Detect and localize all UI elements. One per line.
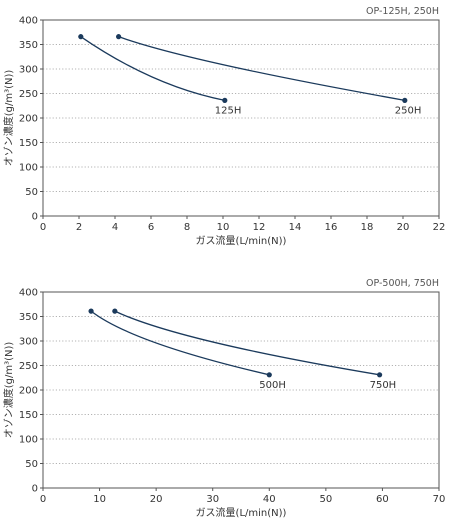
- y-tick-label: 300: [19, 337, 38, 348]
- y-tick-label: 150: [19, 138, 38, 149]
- x-tick-label: 12: [253, 222, 266, 233]
- chart-title: OP-125H, 250H: [366, 6, 439, 17]
- data-point-750H-start: [112, 308, 118, 314]
- y-tick-label: 200: [19, 386, 38, 397]
- y-tick-label: 50: [25, 459, 38, 470]
- series-label-250H: 250H: [395, 105, 422, 116]
- y-tick-label: 350: [19, 40, 38, 51]
- x-tick-label: 50: [319, 494, 332, 505]
- y-tick-label: 50: [25, 187, 38, 198]
- x-tick-label: 0: [40, 494, 46, 505]
- series-line-125H: [80, 36, 225, 101]
- series-line-500H: [90, 310, 270, 376]
- data-point-250H-end: [402, 97, 408, 103]
- y-axis-title: オゾン濃度(g/m³(N)): [2, 342, 15, 439]
- x-tick-label: 70: [433, 494, 446, 505]
- x-tick-label: 40: [263, 494, 276, 505]
- x-axis-title: ガス流量(L/min(N)): [196, 234, 287, 247]
- y-tick-label: 0: [32, 212, 38, 223]
- y-tick-label: 100: [19, 435, 38, 446]
- data-point-500H-end: [266, 372, 272, 378]
- x-tick-label: 30: [206, 494, 219, 505]
- data-point-125H-start: [78, 34, 84, 40]
- y-tick-label: 400: [19, 16, 38, 27]
- series-line-250H: [118, 36, 405, 101]
- y-tick-label: 0: [32, 484, 38, 495]
- y-tick-label: 250: [19, 361, 38, 372]
- x-tick-label: 60: [376, 494, 389, 505]
- x-tick-label: 0: [40, 222, 46, 233]
- series-line-750H: [114, 310, 380, 376]
- x-tick-label: 20: [150, 494, 163, 505]
- x-tick-label: 2: [76, 222, 82, 233]
- y-tick-label: 150: [19, 410, 38, 421]
- x-tick-label: 18: [361, 222, 374, 233]
- y-tick-label: 200: [19, 114, 38, 125]
- x-tick-label: 16: [325, 222, 338, 233]
- x-tick-label: 6: [148, 222, 154, 233]
- x-tick-label: 10: [93, 494, 106, 505]
- x-tick-label: 14: [289, 222, 302, 233]
- chart-title: OP-500H, 750H: [366, 278, 439, 289]
- y-axis-title: オゾン濃度(g/m³(N)): [2, 70, 15, 167]
- series-label-750H: 750H: [370, 380, 397, 391]
- series-label-500H: 500H: [259, 380, 286, 391]
- data-point-125H-end: [222, 97, 228, 103]
- x-tick-label: 20: [397, 222, 410, 233]
- y-tick-label: 300: [19, 65, 38, 76]
- x-tick-label: 10: [217, 222, 230, 233]
- data-point-250H-start: [116, 34, 122, 40]
- y-tick-label: 350: [19, 312, 38, 323]
- y-tick-label: 250: [19, 89, 38, 100]
- data-point-750H-end: [377, 372, 383, 378]
- x-tick-label: 4: [112, 222, 118, 233]
- data-point-500H-start: [88, 308, 94, 314]
- y-tick-label: 100: [19, 163, 38, 174]
- x-tick-label: 22: [433, 222, 446, 233]
- x-tick-label: 8: [184, 222, 190, 233]
- x-axis-title: ガス流量(L/min(N)): [196, 506, 287, 519]
- series-label-125H: 125H: [215, 105, 242, 116]
- y-tick-label: 400: [19, 288, 38, 299]
